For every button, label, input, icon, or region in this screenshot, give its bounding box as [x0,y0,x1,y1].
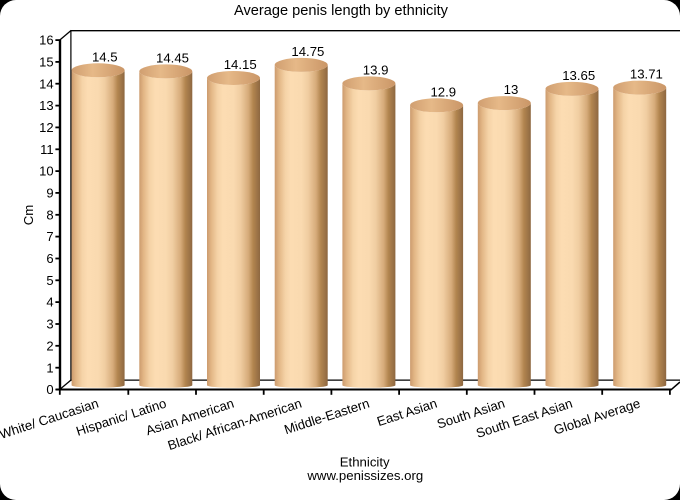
svg-text:3: 3 [46,317,53,332]
svg-text:13: 13 [504,82,519,97]
svg-text:1: 1 [46,360,53,375]
svg-text:9: 9 [46,186,53,201]
svg-text:4: 4 [46,295,53,310]
svg-text:16: 16 [39,33,53,48]
svg-text:10: 10 [39,164,53,179]
svg-text:5: 5 [46,273,53,288]
svg-text:Ethnicity: Ethnicity [340,455,390,470]
svg-text:12.9: 12.9 [430,84,456,99]
svg-text:14.45: 14.45 [156,50,189,65]
svg-text:0: 0 [46,382,53,397]
svg-text:12: 12 [39,120,53,135]
svg-text:6: 6 [46,251,53,266]
svg-text:7: 7 [46,229,53,244]
svg-text:15: 15 [39,55,53,70]
svg-text:14.5: 14.5 [92,49,118,64]
svg-text:www.penissizes.org: www.penissizes.org [306,468,423,483]
svg-text:13.71: 13.71 [630,67,663,82]
svg-text:13.65: 13.65 [562,68,595,83]
svg-text:13.9: 13.9 [363,62,389,77]
svg-text:13: 13 [39,98,53,113]
svg-text:8: 8 [46,207,53,222]
svg-text:11: 11 [40,142,54,157]
svg-text:14.15: 14.15 [224,57,257,72]
svg-text:Cm: Cm [21,205,36,226]
svg-text:14: 14 [39,76,53,91]
svg-text:14.75: 14.75 [291,44,324,59]
svg-text:Average penis length by ethnic: Average penis length by ethnicity [234,3,449,19]
svg-text:2: 2 [46,338,53,353]
